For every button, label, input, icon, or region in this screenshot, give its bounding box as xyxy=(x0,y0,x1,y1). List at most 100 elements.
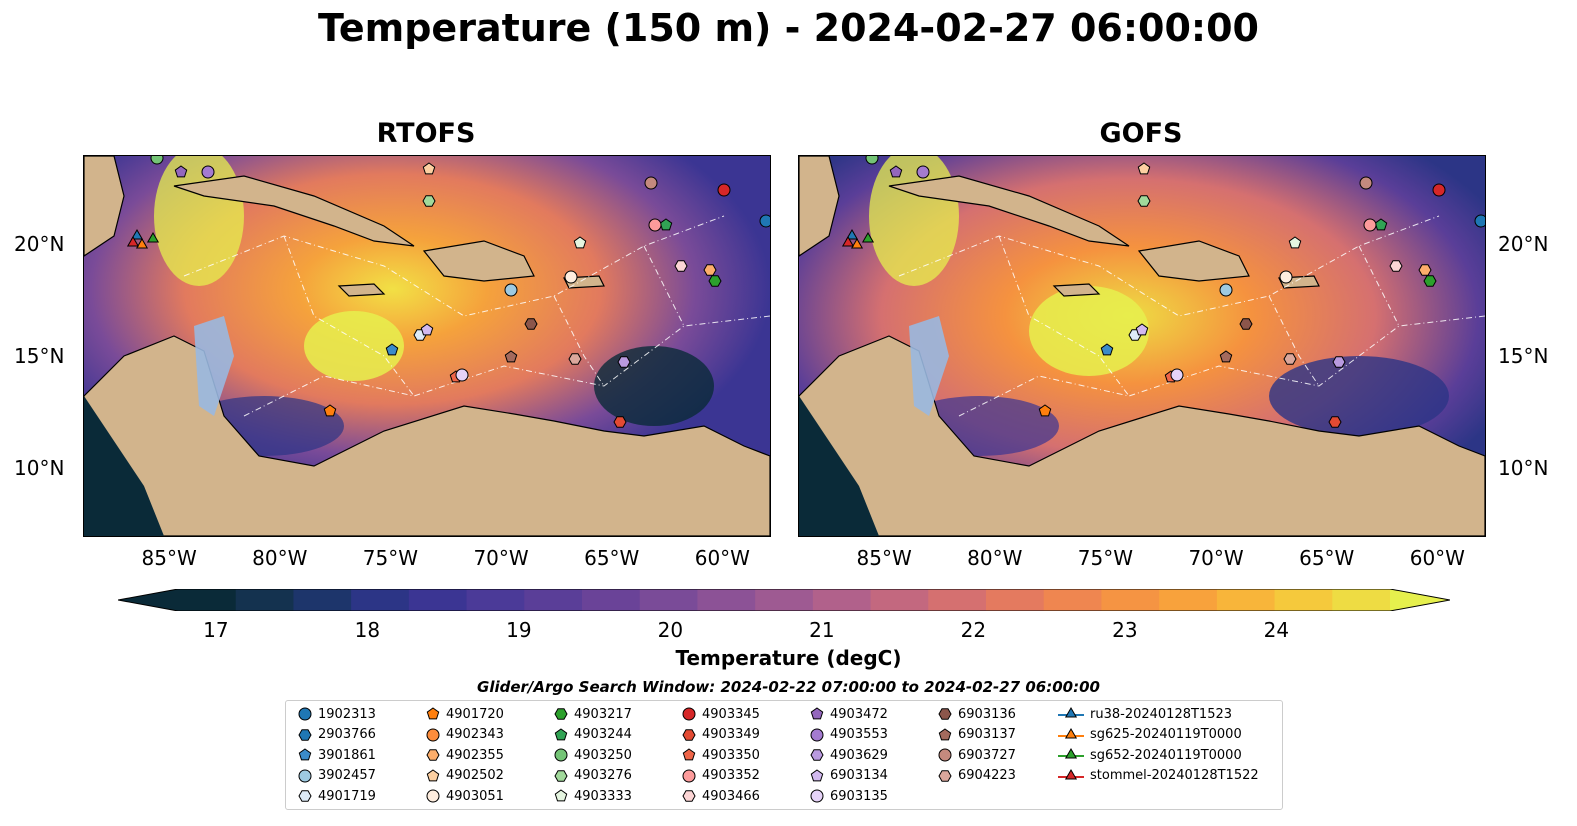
float-marker-4903051 xyxy=(564,270,578,284)
colorbar-label: Temperature (degC) xyxy=(675,646,902,670)
colorbar-segment xyxy=(1274,589,1333,611)
lon-tick-label: 60°W xyxy=(1409,546,1465,570)
panel-title-rtofs: RTOFS xyxy=(376,118,476,149)
colorbar-segment xyxy=(1043,589,1102,611)
lat-tick-label-left: 20°N xyxy=(14,232,65,257)
legend-entry: 1902313 xyxy=(298,705,376,723)
float-marker-6904223 xyxy=(1283,353,1297,366)
legend-marker-circle xyxy=(554,748,568,762)
float-marker-6904223 xyxy=(568,353,582,366)
cuba-land xyxy=(173,175,415,247)
legend-entry: 2903766 xyxy=(298,726,376,744)
legend-entry: 6903727 xyxy=(938,746,1016,764)
lon-tick-label: 65°W xyxy=(584,546,640,570)
legend-marker-circle xyxy=(810,728,824,741)
gofs-temperature-map xyxy=(798,155,1486,537)
cuba-land xyxy=(888,175,1130,247)
legend-entry: 4901719 xyxy=(298,787,376,805)
legend-marker-pentagon xyxy=(810,768,824,781)
colorbar-under-arrow xyxy=(118,589,178,611)
legend-label: 6904223 xyxy=(958,768,1016,783)
legend-marker-pentagon xyxy=(554,727,568,740)
colorbar-segment xyxy=(1216,589,1276,611)
legend-marker-pentagon xyxy=(938,727,952,740)
legend-marker-circle xyxy=(426,789,440,803)
legend-marker-hexagon xyxy=(938,708,952,720)
legend-label: 3902457 xyxy=(318,768,376,783)
float-marker-3901861 xyxy=(1100,343,1113,356)
legend-label: 6903135 xyxy=(830,788,888,804)
colorbar-segment xyxy=(1101,589,1160,611)
legend-entry: 4903350 xyxy=(682,746,760,764)
float-marker-4903250 xyxy=(865,156,879,165)
legend-label: 4901719 xyxy=(318,788,376,804)
float-marker-4902502 xyxy=(422,162,436,175)
legend-entry: 4902343 xyxy=(426,726,504,744)
pacific-ocean xyxy=(84,396,164,536)
figure-title: Temperature (150 m) - 2024-02-27 06:00:0… xyxy=(317,6,1259,50)
float-marker-6903135 xyxy=(1170,368,1184,382)
float-marker-6903727 xyxy=(1359,176,1372,190)
float-marker-4903553 xyxy=(916,165,930,179)
float-marker-4903244 xyxy=(1374,218,1388,231)
legend-marker-hexagon xyxy=(426,749,440,761)
legend-entry: 4903217 xyxy=(554,705,632,723)
legend-label: 4903244 xyxy=(574,727,632,742)
legend-label: 6903134 xyxy=(830,768,888,783)
colorbar-tick-label: 20 xyxy=(657,618,684,642)
legend-marker-pentagon xyxy=(682,748,696,761)
legend-entry: 4903472 xyxy=(810,705,888,723)
warm-core xyxy=(1029,286,1149,376)
legend-entry: 4903349 xyxy=(682,726,760,744)
float-marker-4903352 xyxy=(1363,218,1377,232)
float-marker-4903349 xyxy=(1327,416,1342,428)
legend-entry: 3901861 xyxy=(298,746,376,764)
lon-tick-label: 70°W xyxy=(1188,546,1244,570)
float-marker-6903137 xyxy=(1219,350,1233,363)
shelf-water xyxy=(194,316,234,416)
colorbar-segment xyxy=(351,589,410,611)
colorbar-segment xyxy=(293,589,352,611)
colorbar-segment xyxy=(466,589,525,611)
legend-marker-pentagon xyxy=(298,748,312,761)
legend-entry: 6903136 xyxy=(938,705,1016,723)
legend-marker-pentagon xyxy=(426,768,440,781)
pacific-ocean xyxy=(799,396,879,536)
legend-entry: 3902457 xyxy=(298,767,376,785)
float-marker-4901720 xyxy=(323,404,336,417)
legend-label: 2903766 xyxy=(318,727,376,742)
float-marker-6903134 xyxy=(420,323,434,336)
float-marker-6903134 xyxy=(1135,323,1149,336)
float-marker-4903352 xyxy=(648,218,662,232)
glider-marker-stommel-20240128T1522 xyxy=(841,236,854,247)
legend-marker-triangle xyxy=(1058,748,1084,759)
legend-entry: 6903137 xyxy=(938,726,1016,744)
legend-marker-pentagon xyxy=(554,789,568,802)
legend-label: 6903727 xyxy=(958,747,1016,763)
lon-tick-label: 80°W xyxy=(252,546,308,570)
legend-marker-hexagon xyxy=(554,708,568,720)
glider-marker-sg625-20240119T0000 xyxy=(850,238,863,249)
legend-label: 4903333 xyxy=(574,788,632,804)
float-marker-4903466 xyxy=(1389,259,1404,272)
float-marker-4903217 xyxy=(708,275,722,287)
panel-title-gofs: GOFS xyxy=(1099,118,1183,149)
central-america-land xyxy=(84,156,125,257)
legend-entry: sg625-20240119T0000 xyxy=(1058,726,1242,744)
legend-marker-circle xyxy=(938,748,952,762)
colorbar-segment xyxy=(178,589,237,611)
legend-entry: ru38-20240128T1523 xyxy=(1058,705,1232,723)
hispaniola-land xyxy=(1137,240,1250,282)
colorbar-segment xyxy=(408,589,468,611)
lat-tick-label-right: 15°N xyxy=(1498,344,1549,369)
float-marker-4903276 xyxy=(422,195,436,207)
legend-label: 4903472 xyxy=(830,706,888,722)
lon-tick-label: 80°W xyxy=(967,546,1023,570)
lat-tick-label-right: 20°N xyxy=(1498,232,1549,257)
colorbar-over-arrow xyxy=(1390,589,1450,611)
legend-label: 4903629 xyxy=(830,747,888,763)
float-marker-4903244 xyxy=(659,218,673,231)
legend-label: 1902313 xyxy=(318,706,376,722)
glider-marker-sg652-20240119T0000 xyxy=(861,231,874,243)
float-marker-4903553 xyxy=(201,165,215,179)
